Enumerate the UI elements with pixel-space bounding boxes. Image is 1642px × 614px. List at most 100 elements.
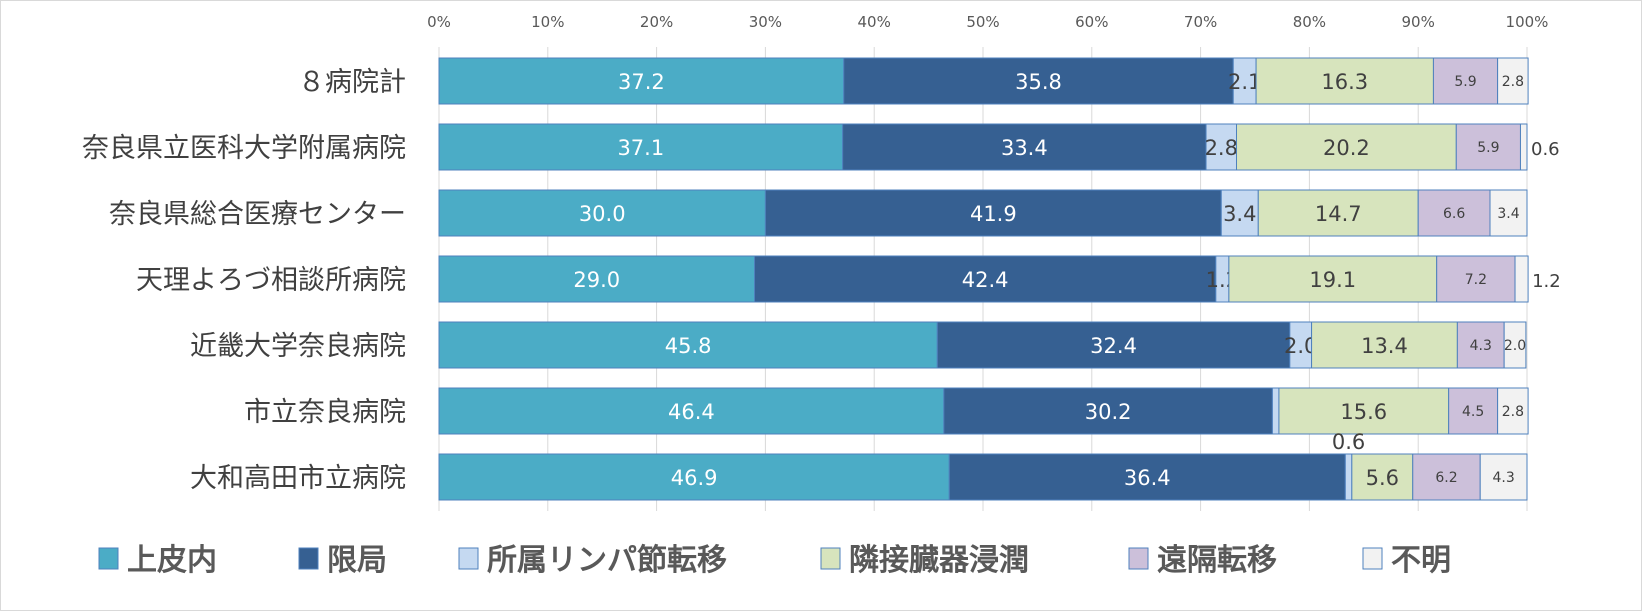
data-label: 33.4 xyxy=(1001,136,1048,160)
data-label: 1.2 xyxy=(1532,271,1561,292)
x-tick-label: 70% xyxy=(1184,13,1217,31)
legend-swatch xyxy=(1362,547,1383,570)
bar-segment xyxy=(1514,255,1529,303)
bar-segment xyxy=(936,321,1291,369)
x-tick-label: 20% xyxy=(640,13,673,31)
data-label: 19.1 xyxy=(1309,268,1356,292)
data-label: 0.6 xyxy=(1531,139,1560,160)
data-label: 3.4 xyxy=(1497,206,1519,222)
category-label: 市立奈良病院 xyxy=(244,397,406,428)
data-label: 37.1 xyxy=(617,136,664,160)
data-label: 16.3 xyxy=(1321,70,1368,94)
data-label: 42.4 xyxy=(962,268,1009,292)
bar-segment xyxy=(754,255,1217,303)
data-label: 46.9 xyxy=(671,466,718,490)
data-label: 20.2 xyxy=(1323,136,1370,160)
data-label: 13.4 xyxy=(1361,334,1408,358)
data-label: 2.8 xyxy=(1502,74,1524,90)
x-tick-label: 0% xyxy=(427,13,451,31)
data-label: 0.6 xyxy=(1332,430,1365,454)
data-label: 2.8 xyxy=(1205,136,1238,160)
data-label: 6.6 xyxy=(1443,206,1465,222)
x-tick-label: 50% xyxy=(966,13,999,31)
bar-segment xyxy=(438,123,844,171)
bar-segment xyxy=(1417,189,1491,237)
data-label: 36.4 xyxy=(1124,466,1171,490)
bar-segment xyxy=(1436,255,1516,303)
bar-segment xyxy=(1278,387,1450,435)
x-tick-label: 100% xyxy=(1506,13,1549,31)
bar-segment xyxy=(1412,453,1481,501)
bar-segment xyxy=(1448,387,1499,435)
data-label: 37.2 xyxy=(618,70,665,94)
data-label: 32.4 xyxy=(1090,334,1137,358)
data-label: 4.3 xyxy=(1470,338,1492,354)
bar-segment xyxy=(438,255,756,303)
bar-segment xyxy=(1311,321,1458,369)
bar-segment xyxy=(438,57,845,105)
legend-label: 不明 xyxy=(1391,543,1451,578)
x-tick-label: 30% xyxy=(749,13,782,31)
legend-swatch xyxy=(1128,547,1149,570)
bar-segment xyxy=(1205,123,1238,171)
x-tick-label: 40% xyxy=(858,13,891,31)
legend-swatch xyxy=(98,547,119,570)
category-label: 近畿大学奈良病院 xyxy=(190,331,406,362)
data-label: 6.2 xyxy=(1435,470,1457,486)
data-label: 35.8 xyxy=(1015,70,1062,94)
data-label: 4.5 xyxy=(1462,404,1484,420)
bar-segment xyxy=(948,453,1346,501)
data-label: 5.9 xyxy=(1477,140,1499,156)
bar-segment xyxy=(1236,123,1457,171)
legend-swatch xyxy=(820,547,841,570)
bar-segment xyxy=(438,387,945,435)
bar-segment xyxy=(1479,453,1528,501)
legend-swatch xyxy=(458,547,479,570)
data-label: 30.0 xyxy=(579,202,626,226)
data-label: 45.8 xyxy=(665,334,712,358)
data-label: 41.9 xyxy=(970,202,1017,226)
bar-segment xyxy=(1344,453,1353,501)
data-label: 29.0 xyxy=(573,268,620,292)
data-label: 7.2 xyxy=(1465,272,1487,288)
x-tick-label: 80% xyxy=(1293,13,1326,31)
x-tick-label: 60% xyxy=(1075,13,1108,31)
legend-label: 上皮内 xyxy=(127,543,217,578)
bar-segment xyxy=(843,57,1234,105)
data-label: 15.6 xyxy=(1340,400,1387,424)
bar-segment xyxy=(1497,57,1529,105)
legend-swatch xyxy=(298,547,319,570)
category-label: ８病院計 xyxy=(298,67,406,98)
category-label: 奈良県総合医療センター xyxy=(109,199,406,230)
bar-segment xyxy=(1497,387,1529,435)
legend-label: 限局 xyxy=(327,543,387,578)
bar-segment xyxy=(1456,321,1505,369)
bar-segment xyxy=(1455,123,1521,171)
data-label: 4.3 xyxy=(1492,470,1514,486)
data-label: 14.7 xyxy=(1315,202,1362,226)
data-label: 2.0 xyxy=(1504,338,1526,354)
category-label: 天理よろづ相談所病院 xyxy=(136,265,406,296)
data-label: 2.8 xyxy=(1502,404,1524,420)
bar-segment xyxy=(1489,189,1528,237)
category-label: 奈良県立医科大学附属病院 xyxy=(82,133,406,164)
legend-label: 遠隔転移 xyxy=(1157,543,1277,578)
data-label: 46.4 xyxy=(668,400,715,424)
data-label: 30.2 xyxy=(1085,400,1132,424)
bar-segment xyxy=(1271,387,1280,435)
x-tick-label: 90% xyxy=(1402,13,1435,31)
x-tick-label: 10% xyxy=(531,13,564,31)
bar-segment xyxy=(1519,123,1528,171)
bar-segment xyxy=(438,189,766,237)
bar-segment xyxy=(1503,321,1527,369)
legend-label: 所属リンパ節転移 xyxy=(487,543,727,578)
bar-segment xyxy=(438,321,938,369)
category-label: 大和高田市立病院 xyxy=(190,463,406,494)
data-label: 5.6 xyxy=(1366,466,1399,490)
legend-label: 隣接臓器浸潤 xyxy=(849,543,1029,578)
bar-segment xyxy=(438,453,950,501)
bar-segment xyxy=(842,123,1207,171)
data-label: 5.9 xyxy=(1454,74,1476,90)
